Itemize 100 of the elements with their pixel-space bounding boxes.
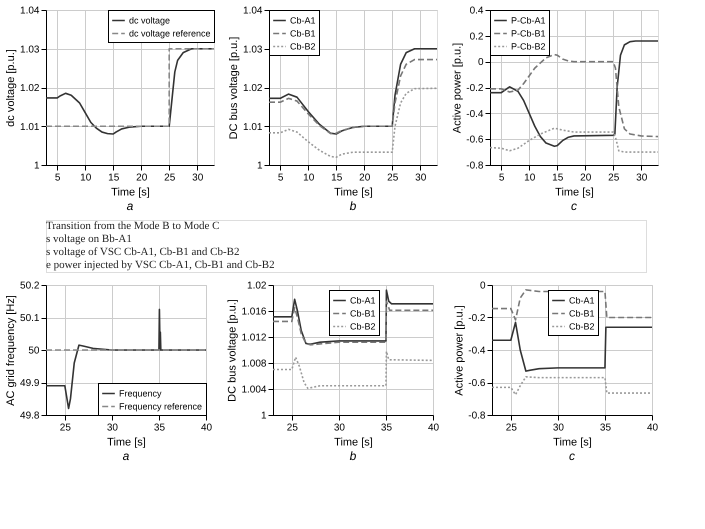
x-tick-label: 25 (164, 172, 176, 184)
legend-label: Cb-B1 (290, 28, 316, 38)
y-tick-label: 1.012 (241, 332, 267, 344)
y-tick-label: 50.2 (20, 280, 40, 292)
x-tick-label: 35 (154, 422, 166, 434)
legend-label: P-Cb-B2 (511, 42, 546, 52)
text: Transition from the Mode B to Mode C (46, 220, 220, 232)
y-tick-label: 1.008 (241, 358, 267, 370)
x-tick-label: 5 (54, 172, 61, 184)
x-tick-label: 10 (524, 172, 536, 184)
x-tick-label: 25 (60, 422, 72, 434)
x-tick-label: 40 (646, 422, 658, 434)
text: c (571, 199, 577, 213)
x-tick-label: 5 (498, 172, 505, 184)
y-tick-label: 0.4 (470, 6, 484, 16)
y-tick-label: 49.9 (20, 378, 40, 389)
legend-label: P-Cb-A1 (511, 16, 546, 26)
y-tick-label: 1.01 (243, 122, 263, 133)
y-tick-label: 0 (478, 57, 484, 68)
y-tick-label: 0.2 (470, 31, 484, 42)
text: c (569, 449, 575, 463)
y-tick-label: -0.4 (466, 108, 484, 120)
y-tick-label: 49.8 (20, 410, 40, 422)
y-tick-label: 1.03 (20, 44, 40, 56)
legend-label: Cb-A1 (350, 296, 376, 306)
y-tick-label: 1.02 (20, 83, 40, 94)
line-series (46, 308, 206, 410)
x-tick-label: 30 (192, 172, 204, 184)
y-tick-label: -0.4 (468, 346, 486, 356)
y-tick-label: 1.03 (243, 44, 263, 56)
text: b (350, 199, 357, 213)
y-tick-label: 1.04 (243, 6, 263, 16)
legend-label: Cb-A1 (569, 296, 595, 306)
x-tick-label: 10 (303, 172, 315, 184)
x-tick-label: 15 (108, 172, 120, 184)
x-axis-title: Time [s] (334, 436, 373, 448)
x-tick-label: 35 (380, 422, 392, 434)
y-axis-title: DC bus voltage [p.u.] (228, 36, 240, 140)
x-axis-title: Time [s] (555, 186, 594, 198)
legend-label: dc voltage (129, 16, 170, 26)
x-tick-label: 5 (278, 172, 284, 184)
y-tick-label: -0.2 (468, 313, 486, 324)
x-axis-title: Time [s] (111, 186, 150, 198)
y-tick-label: 1 (256, 160, 263, 172)
x-tick-label: 30 (334, 422, 346, 434)
y-tick-label: 1.016 (241, 306, 267, 318)
legend-label: P-Cb-B1 (511, 28, 546, 38)
text: s voltage of VSC Cb-A1, Cb-B1 and Cb-B2 (46, 246, 240, 258)
text: s voltage on Bb-A1 (46, 233, 132, 245)
line-series (269, 87, 437, 158)
text: a (126, 199, 134, 213)
line-series (490, 127, 658, 153)
y-tick-label: -0.2 (466, 83, 484, 94)
x-tick-label: 20 (359, 172, 371, 184)
y-tick-label: -0.8 (466, 160, 484, 172)
x-axis-title: Time [s] (553, 436, 592, 448)
x-tick-label: 15 (552, 172, 564, 184)
text: b (350, 449, 357, 463)
x-tick-label: 35 (600, 422, 612, 434)
y-tick-label: 1 (34, 160, 40, 172)
y-tick-label: 50 (28, 346, 40, 356)
y-tick-label: -0.6 (466, 134, 484, 146)
y-axis-title: dc voltage [p.u.] (5, 49, 18, 127)
x-tick-label: 30 (636, 172, 648, 184)
line-series (492, 322, 652, 372)
y-axis-title: DC bus voltage [p.u.] (226, 299, 238, 402)
x-tick-label: 40 (200, 422, 212, 434)
x-tick-label: 15 (331, 172, 343, 184)
y-tick-label: 1.02 (243, 83, 263, 94)
x-tick-label: 25 (387, 172, 399, 184)
y-tick-label: 1.04 (20, 6, 40, 16)
legend-label: Cb-B2 (350, 322, 376, 332)
y-tick-label: -0.6 (468, 378, 486, 389)
x-tick-label: 30 (415, 172, 427, 184)
line-series (490, 54, 658, 138)
y-tick-label: 0 (480, 280, 486, 292)
legend-label: Cb-B1 (569, 308, 595, 318)
x-axis-title: Time [s] (107, 436, 146, 448)
text: e power injected by VSC Cb-A1, Cb-B1 and Cb-B2 (46, 259, 275, 271)
y-tick-label: 1.02 (247, 280, 267, 292)
legend-label: Cb-B2 (569, 322, 595, 332)
y-axis-title: AC grid frequency [Hz] (5, 295, 18, 406)
y-tick-label: 1 (260, 410, 267, 422)
x-tick-label: 10 (80, 172, 92, 184)
y-tick-label: 50.1 (20, 313, 40, 324)
y-axis-title: Active power [p.u.] (453, 305, 466, 396)
legend-label: Frequency reference (119, 402, 202, 412)
legend-label: Frequency (119, 388, 162, 398)
legend-label: Cb-B1 (350, 308, 376, 318)
line-series (273, 350, 433, 390)
y-tick-label: 1.004 (241, 384, 267, 396)
x-tick-label: 20 (136, 172, 148, 184)
y-axis-title: Active power [p.u.] (451, 42, 464, 134)
x-tick-label: 25 (608, 172, 620, 184)
line-series (273, 289, 433, 345)
legend-label: Cb-A1 (290, 16, 316, 26)
x-tick-label: 30 (106, 422, 118, 434)
legend-label: Cb-B2 (290, 42, 316, 52)
text: a (122, 449, 130, 463)
x-tick-label: 20 (580, 172, 592, 184)
